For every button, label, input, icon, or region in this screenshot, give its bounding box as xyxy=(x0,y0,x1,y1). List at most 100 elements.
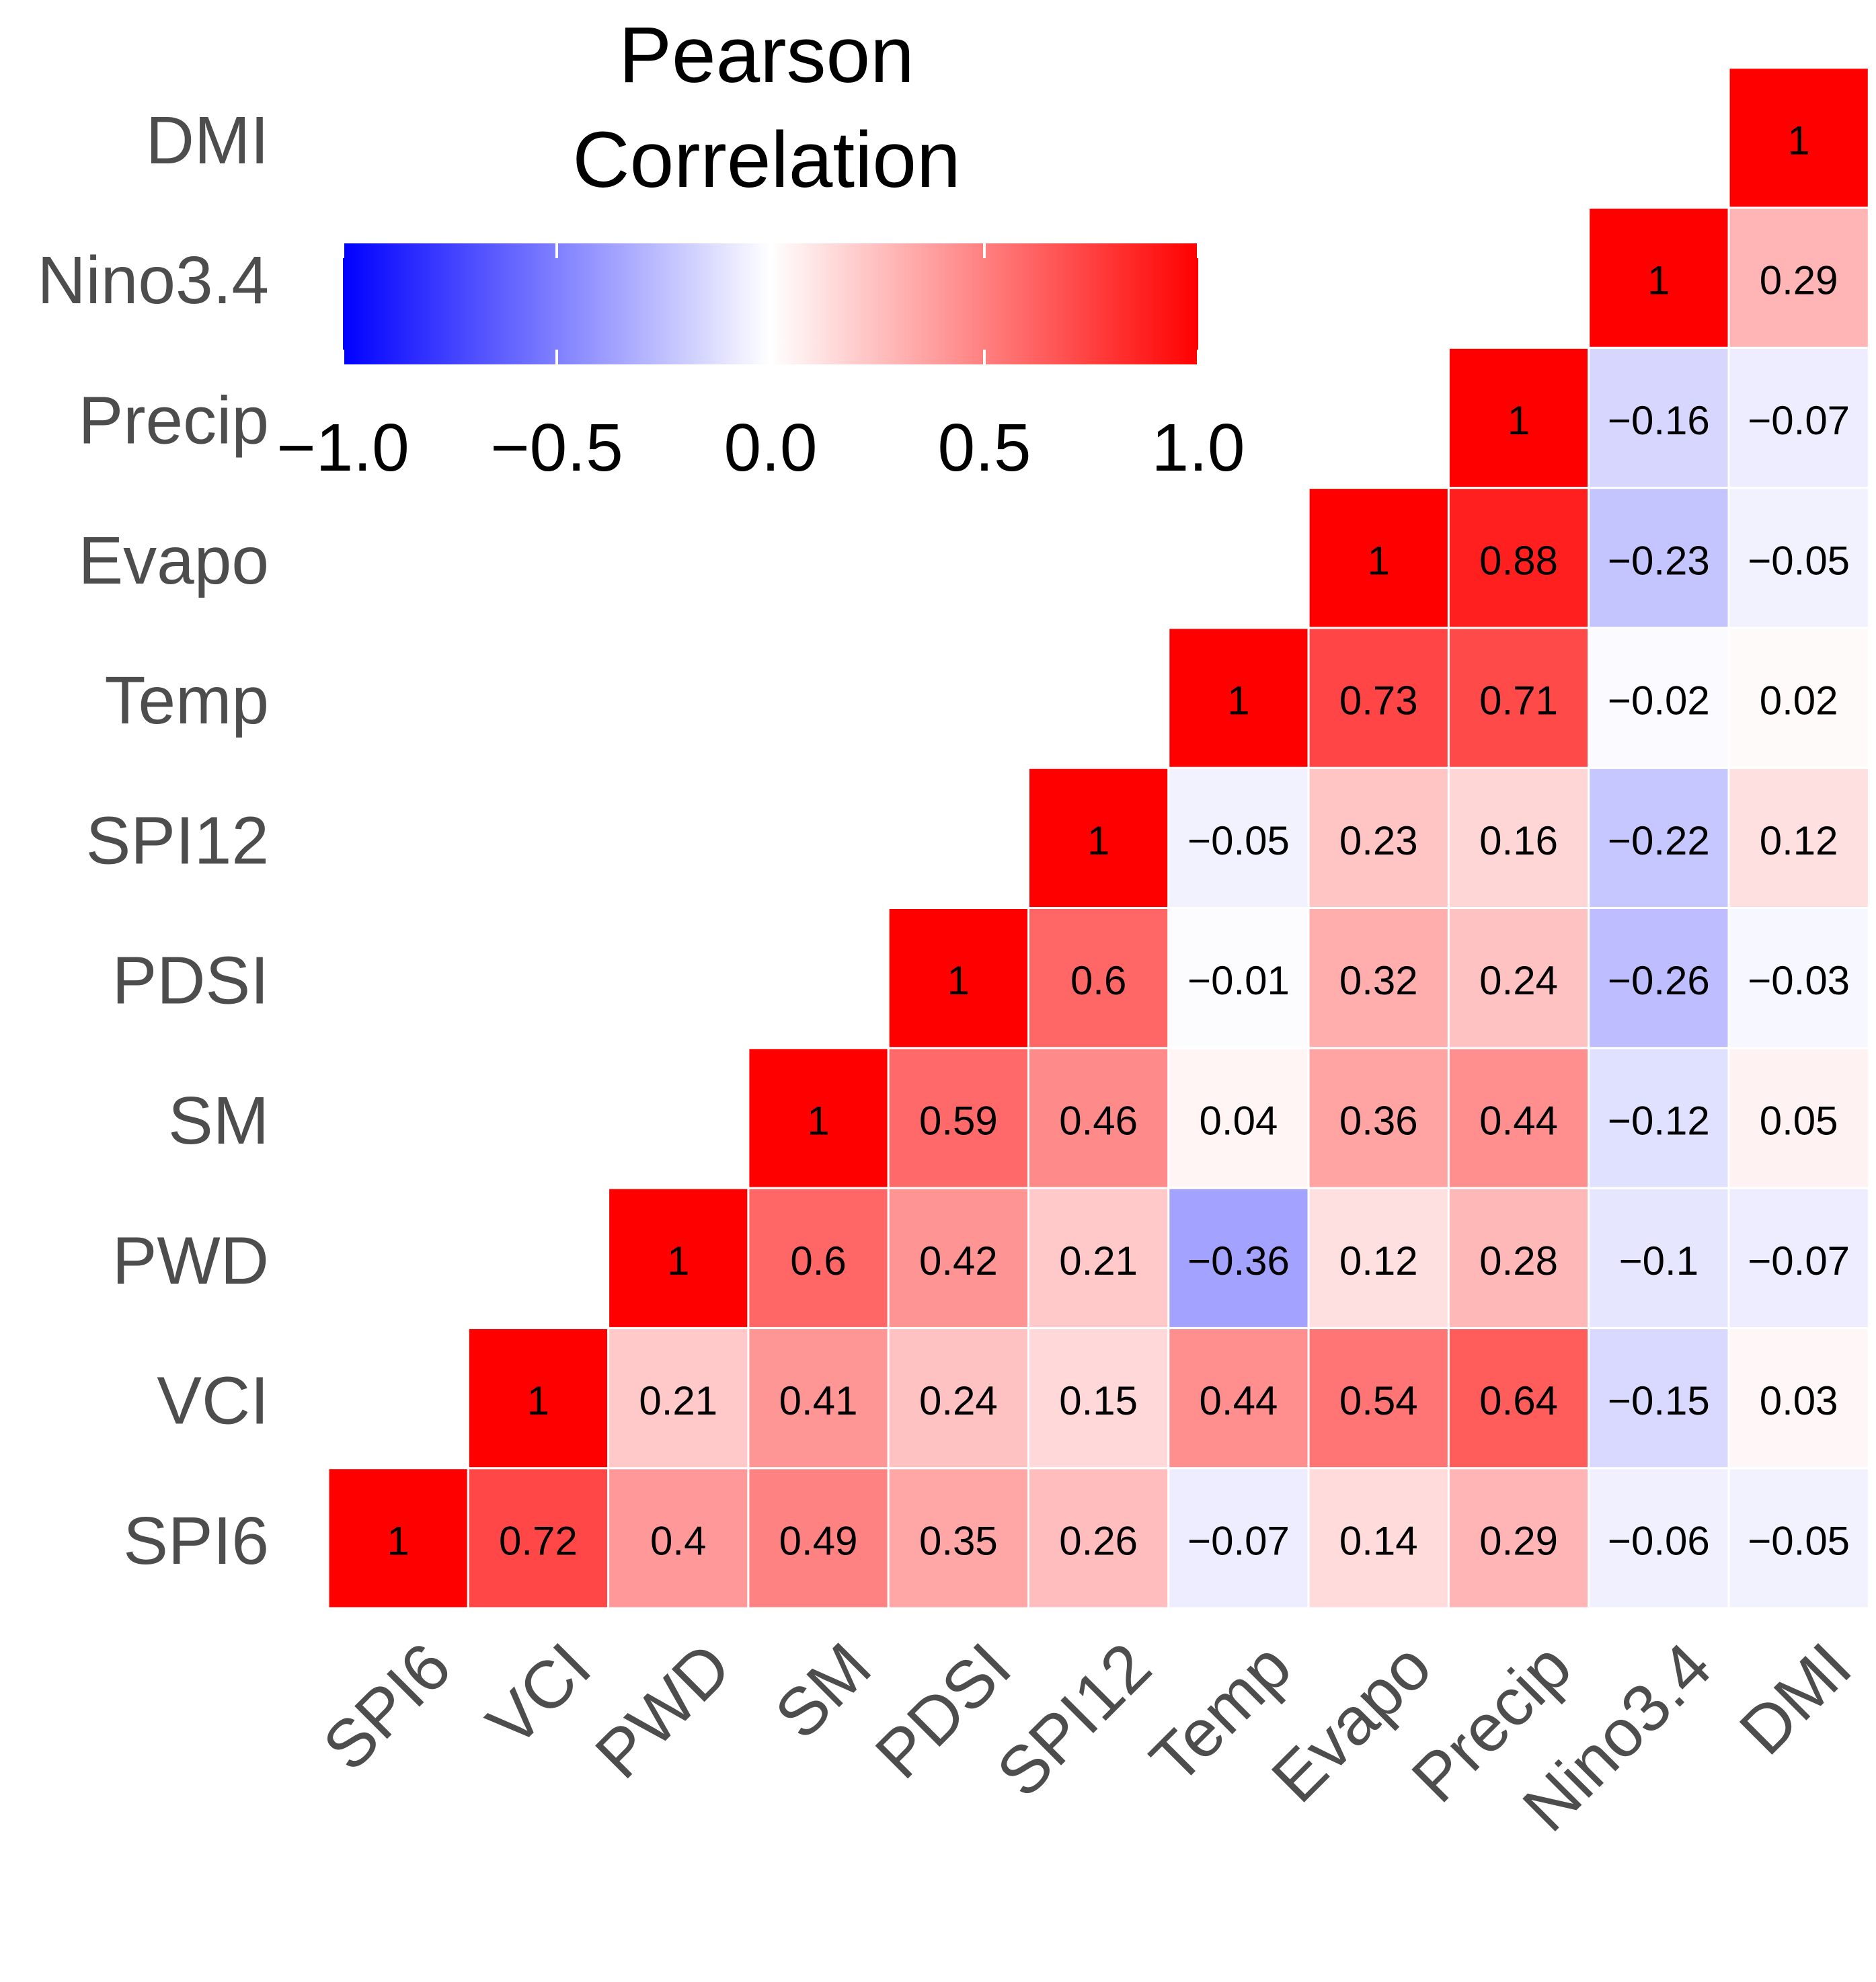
cell-value-label: 0.16 xyxy=(1479,818,1558,863)
cell-value-label: 0.29 xyxy=(1760,258,1838,303)
legend-tick-label: −1.0 xyxy=(276,410,409,485)
cell-value-label: 0.73 xyxy=(1339,678,1418,723)
legend: Pearson Correlation −1.0 −0.5 0.0 0.5 1.0 xyxy=(276,11,1245,485)
heatmap-cell-SM-DMI xyxy=(1727,1047,1870,1189)
heatmap-cell-Evapo-Precip xyxy=(1447,487,1590,629)
row-label-VCI: VCI xyxy=(157,1363,269,1439)
row-label-Evapo: Evapo xyxy=(78,523,269,598)
heatmap-cell-Evapo-DMI xyxy=(1727,487,1870,629)
row-label-Precip: Precip xyxy=(79,383,269,458)
heatmap-cell-PWD-SPI12 xyxy=(1027,1187,1170,1329)
row-label-PDSI: PDSI xyxy=(112,943,269,1019)
row-label-Nino3.4: Nino3.4 xyxy=(37,243,269,318)
cell-value-label: −0.07 xyxy=(1187,1518,1290,1563)
heatmap-cell-Nino3.4-Nino3.4 xyxy=(1588,206,1730,349)
heatmap-cell-SPI12-Precip xyxy=(1447,766,1590,909)
cell-value-label: −0.26 xyxy=(1608,958,1710,1003)
legend-ticks: −1.0 −0.5 0.0 0.5 1.0 xyxy=(276,243,1245,485)
cell-value-label: 0.24 xyxy=(919,1378,998,1423)
cell-value-label: 0.29 xyxy=(1479,1518,1558,1563)
cell-value-label: 0.14 xyxy=(1339,1518,1418,1563)
cell-value-label: 1 xyxy=(1087,818,1109,863)
cell-value-label: 0.41 xyxy=(779,1378,858,1423)
cell-value-label: 0.24 xyxy=(1479,958,1558,1003)
heatmap-cell-SPI12-SPI12 xyxy=(1027,766,1170,909)
heatmap-cell-VCI-DMI xyxy=(1727,1326,1870,1470)
cell-value-label: −0.07 xyxy=(1748,398,1850,443)
column-label-SPI6: SPI6 xyxy=(309,1628,465,1784)
cell-value-label: 0.12 xyxy=(1339,1238,1418,1283)
cell-value-label: 0.35 xyxy=(919,1518,998,1563)
heatmap-cell-SPI6-Precip xyxy=(1447,1467,1590,1610)
cell-value-label: 0.23 xyxy=(1339,818,1418,863)
cell-value-label: −0.36 xyxy=(1187,1238,1290,1283)
row-label-PWD: PWD xyxy=(112,1223,269,1298)
cell-value-label: 0.05 xyxy=(1760,1098,1838,1143)
cell-value-label: 1 xyxy=(1508,398,1530,443)
heatmap-cell-VCI-Precip xyxy=(1447,1326,1590,1470)
heatmap-cell-PWD-Evapo xyxy=(1307,1187,1450,1329)
heatmap-cell-PWD-DMI xyxy=(1727,1187,1870,1329)
cell-value-label: 1 xyxy=(807,1098,829,1143)
heatmap-cell-Temp-Temp xyxy=(1167,627,1310,769)
legend-tick-label: 1.0 xyxy=(1151,410,1245,485)
heatmap-cell-Nino3.4-DMI xyxy=(1727,206,1870,349)
cell-value-label: 1 xyxy=(387,1518,409,1563)
cell-value-label: 1 xyxy=(1787,118,1809,163)
heatmap-cell-SPI6-VCI xyxy=(467,1467,610,1610)
row-label-SPI6: SPI6 xyxy=(123,1503,269,1579)
heatmap-cell-Precip-DMI xyxy=(1727,346,1870,489)
cell-value-label: 0.72 xyxy=(499,1518,578,1563)
cell-value-label: −0.15 xyxy=(1608,1378,1710,1423)
column-label-Evapo: Evapo xyxy=(1257,1628,1446,1817)
heatmap-cell-PDSI-PDSI xyxy=(887,907,1029,1049)
heatmap-cell-SPI6-SPI6 xyxy=(327,1467,469,1610)
cell-value-label: 0.59 xyxy=(919,1098,998,1143)
cell-value-label: 1 xyxy=(1227,678,1249,723)
heatmap-cell-Precip-Nino3.4 xyxy=(1588,346,1730,489)
cell-value-label: −0.05 xyxy=(1187,818,1290,863)
heatmap-cell-SPI6-DMI xyxy=(1727,1467,1870,1610)
heatmap-cell-SM-SM xyxy=(747,1047,890,1189)
row-label-SM: SM xyxy=(168,1083,269,1158)
cell-value-label: 0.71 xyxy=(1479,678,1558,723)
cell-value-label: 0.54 xyxy=(1339,1378,1418,1423)
heatmap-cell-VCI-PWD xyxy=(607,1326,750,1470)
cell-value-label: −0.05 xyxy=(1748,1518,1850,1563)
cell-value-label: 0.44 xyxy=(1200,1378,1278,1423)
heatmap-cell-VCI-Nino3.4 xyxy=(1588,1326,1730,1470)
heatmap-cell-PDSI-Nino3.4 xyxy=(1588,907,1730,1049)
cell-value-label: 0.26 xyxy=(1059,1518,1138,1563)
heatmap-cell-PDSI-SPI12 xyxy=(1027,907,1170,1049)
row-label-DMI: DMI xyxy=(146,103,269,178)
cell-value-label: 0.6 xyxy=(790,1238,846,1283)
row-labels: SPI6 VCI PWD SM PDSI SPI12 Temp Evapo Precip Nino… xyxy=(37,103,269,1579)
heatmap-cell-SPI6-Temp xyxy=(1167,1467,1310,1610)
legend-title-line2: Correlation xyxy=(572,116,960,204)
cell-value-label: 1 xyxy=(527,1378,549,1423)
cell-value-label: 0.02 xyxy=(1760,678,1838,723)
cell-value-label: 0.4 xyxy=(650,1518,706,1563)
cell-value-label: 0.64 xyxy=(1479,1378,1558,1423)
cell-value-label: −0.16 xyxy=(1608,398,1710,443)
cell-value-label: 0.12 xyxy=(1760,818,1838,863)
cell-value-label: 0.88 xyxy=(1479,538,1558,583)
cell-value-label: −0.05 xyxy=(1748,538,1850,583)
heatmap-cell-Evapo-Evapo xyxy=(1307,487,1450,629)
cell-value-label: 0.21 xyxy=(1059,1238,1138,1283)
cell-value-label: 0.04 xyxy=(1200,1098,1278,1143)
heatmap-cell-SM-PDSI xyxy=(887,1047,1029,1189)
cell-value-label: −0.12 xyxy=(1608,1098,1710,1143)
heatmap-cell-SPI12-Evapo xyxy=(1307,766,1450,909)
cell-value-label: 0.46 xyxy=(1059,1098,1138,1143)
cell-value-label: 0.36 xyxy=(1339,1098,1418,1143)
column-label-PWD: PWD xyxy=(581,1628,745,1792)
heatmap-cell-PWD-PWD xyxy=(607,1187,750,1329)
heatmap-cell-VCI-VCI xyxy=(467,1326,610,1470)
legend-tick-label: 0.0 xyxy=(724,410,817,485)
heatmap-cell-Temp-DMI xyxy=(1727,627,1870,769)
cell-value-label: −0.22 xyxy=(1608,818,1710,863)
cell-value-label: 0.15 xyxy=(1059,1378,1138,1423)
column-label-SPI12: SPI12 xyxy=(982,1628,1165,1811)
